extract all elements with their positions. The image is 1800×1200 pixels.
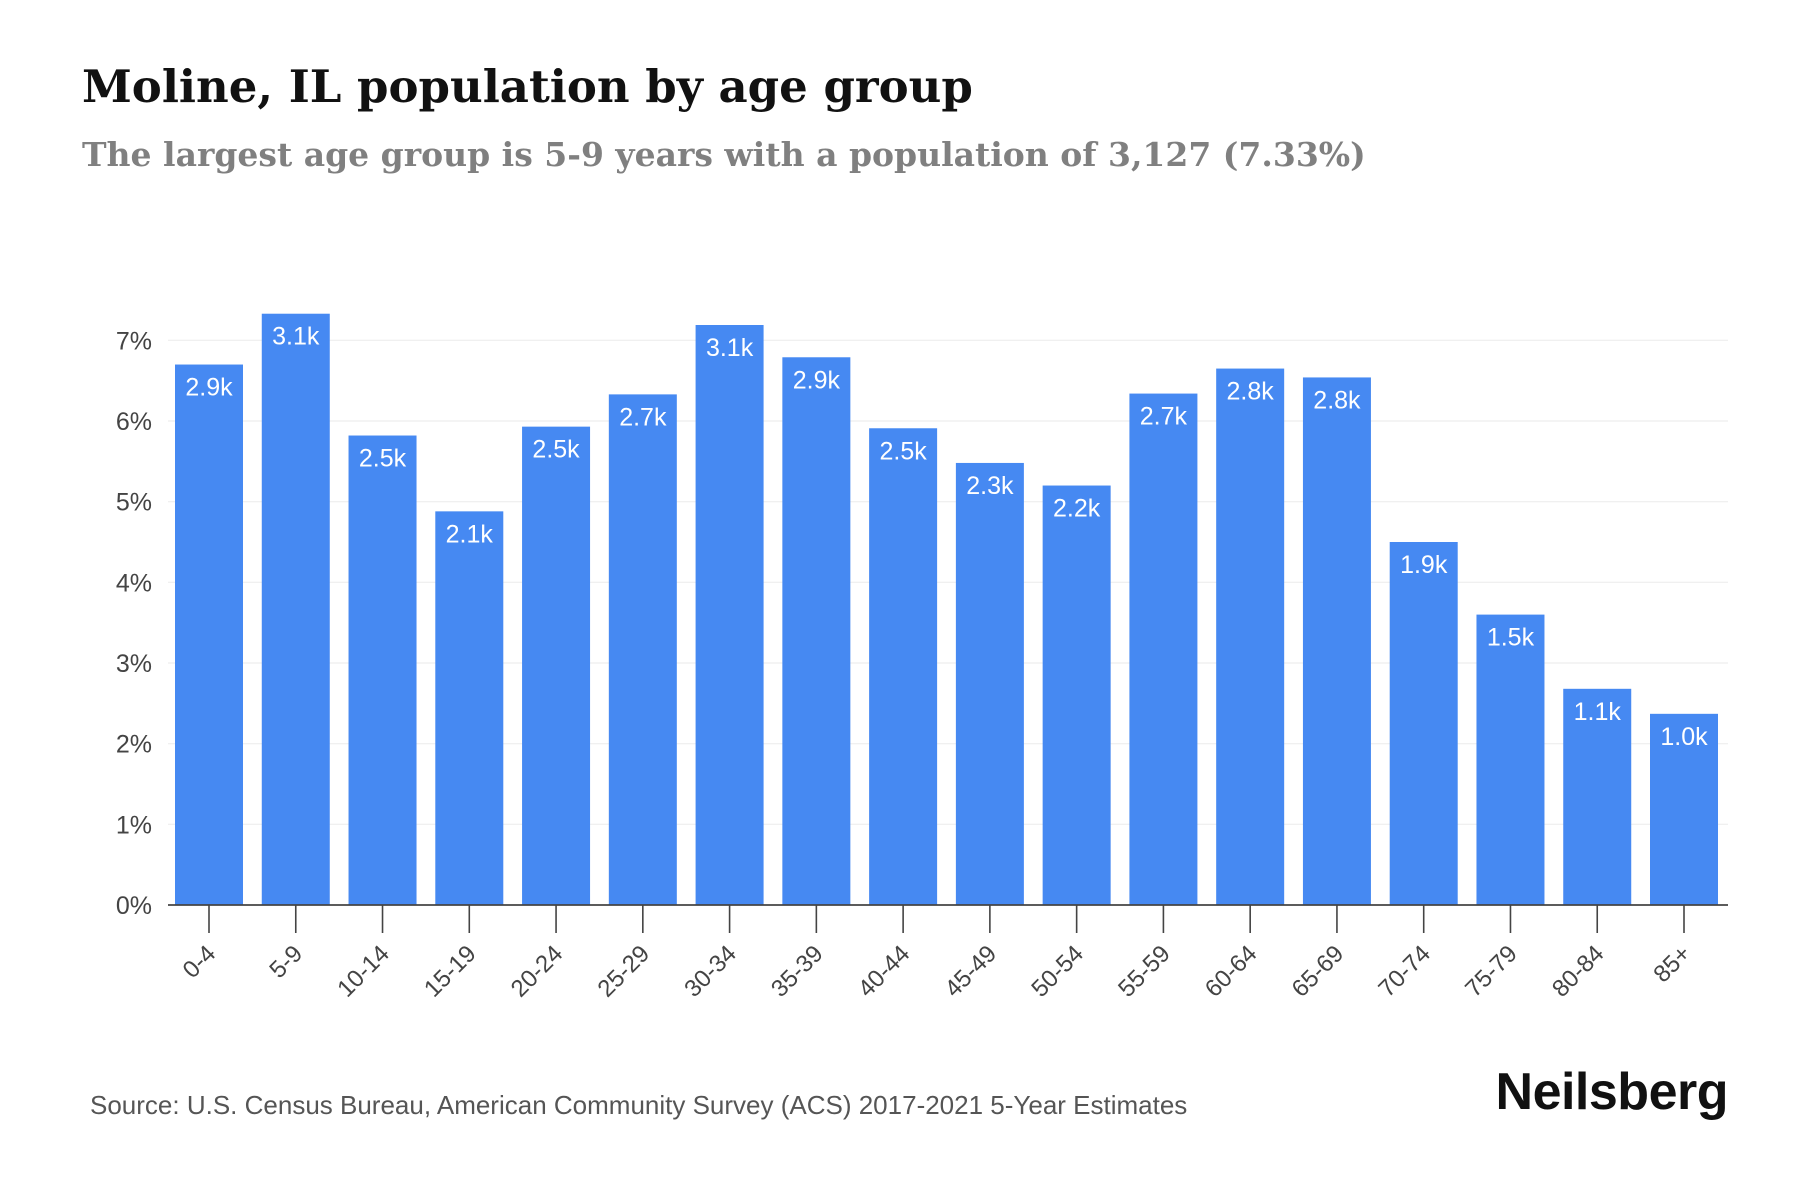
bar <box>1129 393 1198 905</box>
x-tick-label: 20-24 <box>506 940 569 1003</box>
bar <box>175 364 243 905</box>
bar <box>1389 542 1458 905</box>
bar-value-label: 2.2k <box>1053 495 1101 523</box>
x-tick-label: 40-44 <box>853 940 916 1003</box>
x-tick-label: 45-49 <box>940 940 1003 1003</box>
bar <box>1302 377 1371 905</box>
bar-value-label: 2.1k <box>446 520 494 548</box>
x-tick-label: 75-79 <box>1460 940 1523 1003</box>
bar <box>782 357 851 906</box>
x-tick-label: 85+ <box>1648 940 1696 988</box>
bars: 2.9k 3.1k 2.5k 2.1k 2.5k 2.7k 3.1k 2.9k 2.5k 2.3k… <box>175 313 1718 906</box>
y-tick-label: 6% <box>116 408 152 436</box>
bar-value-label: 2.5k <box>879 437 927 465</box>
bar-value-label: 1.9k <box>1400 551 1448 579</box>
brand-logo: Neilsberg <box>1495 1063 1729 1121</box>
bar-value-label: 2.5k <box>359 445 407 473</box>
x-tick-label: 50-54 <box>1026 940 1089 1003</box>
bar <box>1563 688 1632 905</box>
bar-value-label: 2.7k <box>619 403 667 431</box>
bar <box>1042 485 1111 905</box>
bar <box>261 313 330 905</box>
x-tick-label: 0-4 <box>178 940 222 984</box>
bar-value-label: 2.5k <box>532 436 580 464</box>
bar-value-label: 2.9k <box>793 366 841 394</box>
bar <box>869 428 938 905</box>
bar-value-label: 2.7k <box>1140 403 1188 431</box>
chart-subtitle: The largest age group is 5-9 years with … <box>82 135 1366 174</box>
bar-chart: 2.9k 3.1k 2.5k 2.1k 2.5k 2.7k 3.1k 2.9k 2.5k 2.3k… <box>116 313 1728 1003</box>
x-tick-label: 80-84 <box>1547 940 1610 1003</box>
bar-value-label: 3.1k <box>706 334 754 362</box>
y-tick-label: 4% <box>116 569 152 597</box>
bar <box>435 511 504 905</box>
bar <box>955 462 1024 905</box>
y-tick-label: 3% <box>116 650 152 678</box>
x-tick-label: 65-69 <box>1287 940 1350 1003</box>
y-tick-label: 2% <box>116 731 152 759</box>
bar <box>1476 614 1545 905</box>
x-tick-label: 70-74 <box>1373 940 1436 1003</box>
bar-value-label: 2.8k <box>1227 378 1275 406</box>
bar <box>608 394 677 905</box>
source-note: Source: U.S. Census Bureau, American Com… <box>90 1090 1188 1120</box>
y-tick-label: 1% <box>116 811 152 839</box>
y-tick-label: 5% <box>116 489 152 517</box>
x-tick-label: 35-39 <box>766 940 829 1003</box>
bar <box>1650 713 1718 905</box>
bar <box>1216 368 1285 906</box>
bar-value-label: 2.8k <box>1313 386 1361 414</box>
bar-value-label: 1.1k <box>1574 698 1622 726</box>
x-tick-label: 10-14 <box>332 940 395 1003</box>
bar <box>695 325 764 905</box>
bar-value-label: 2.3k <box>966 472 1014 500</box>
bar <box>348 435 417 905</box>
chart-title: Moline, IL population by age group <box>82 60 973 113</box>
bar-value-label: 1.5k <box>1487 624 1535 652</box>
x-tick-label: 15-19 <box>419 940 482 1003</box>
x-tick-label: 30-34 <box>679 940 742 1003</box>
x-tick-label: 5-9 <box>264 940 308 984</box>
x-tick-label: 55-59 <box>1113 940 1176 1003</box>
y-tick-label: 0% <box>116 892 152 920</box>
bar <box>522 426 591 905</box>
x-tick-label: 60-64 <box>1200 940 1263 1003</box>
gridlines <box>168 339 1728 825</box>
bar-value-label: 1.0k <box>1660 723 1708 751</box>
x-tick-label: 25-29 <box>593 940 656 1003</box>
bar-value-label: 3.1k <box>272 323 320 351</box>
bar-value-label: 2.9k <box>185 374 233 402</box>
y-tick-label: 7% <box>116 327 152 355</box>
